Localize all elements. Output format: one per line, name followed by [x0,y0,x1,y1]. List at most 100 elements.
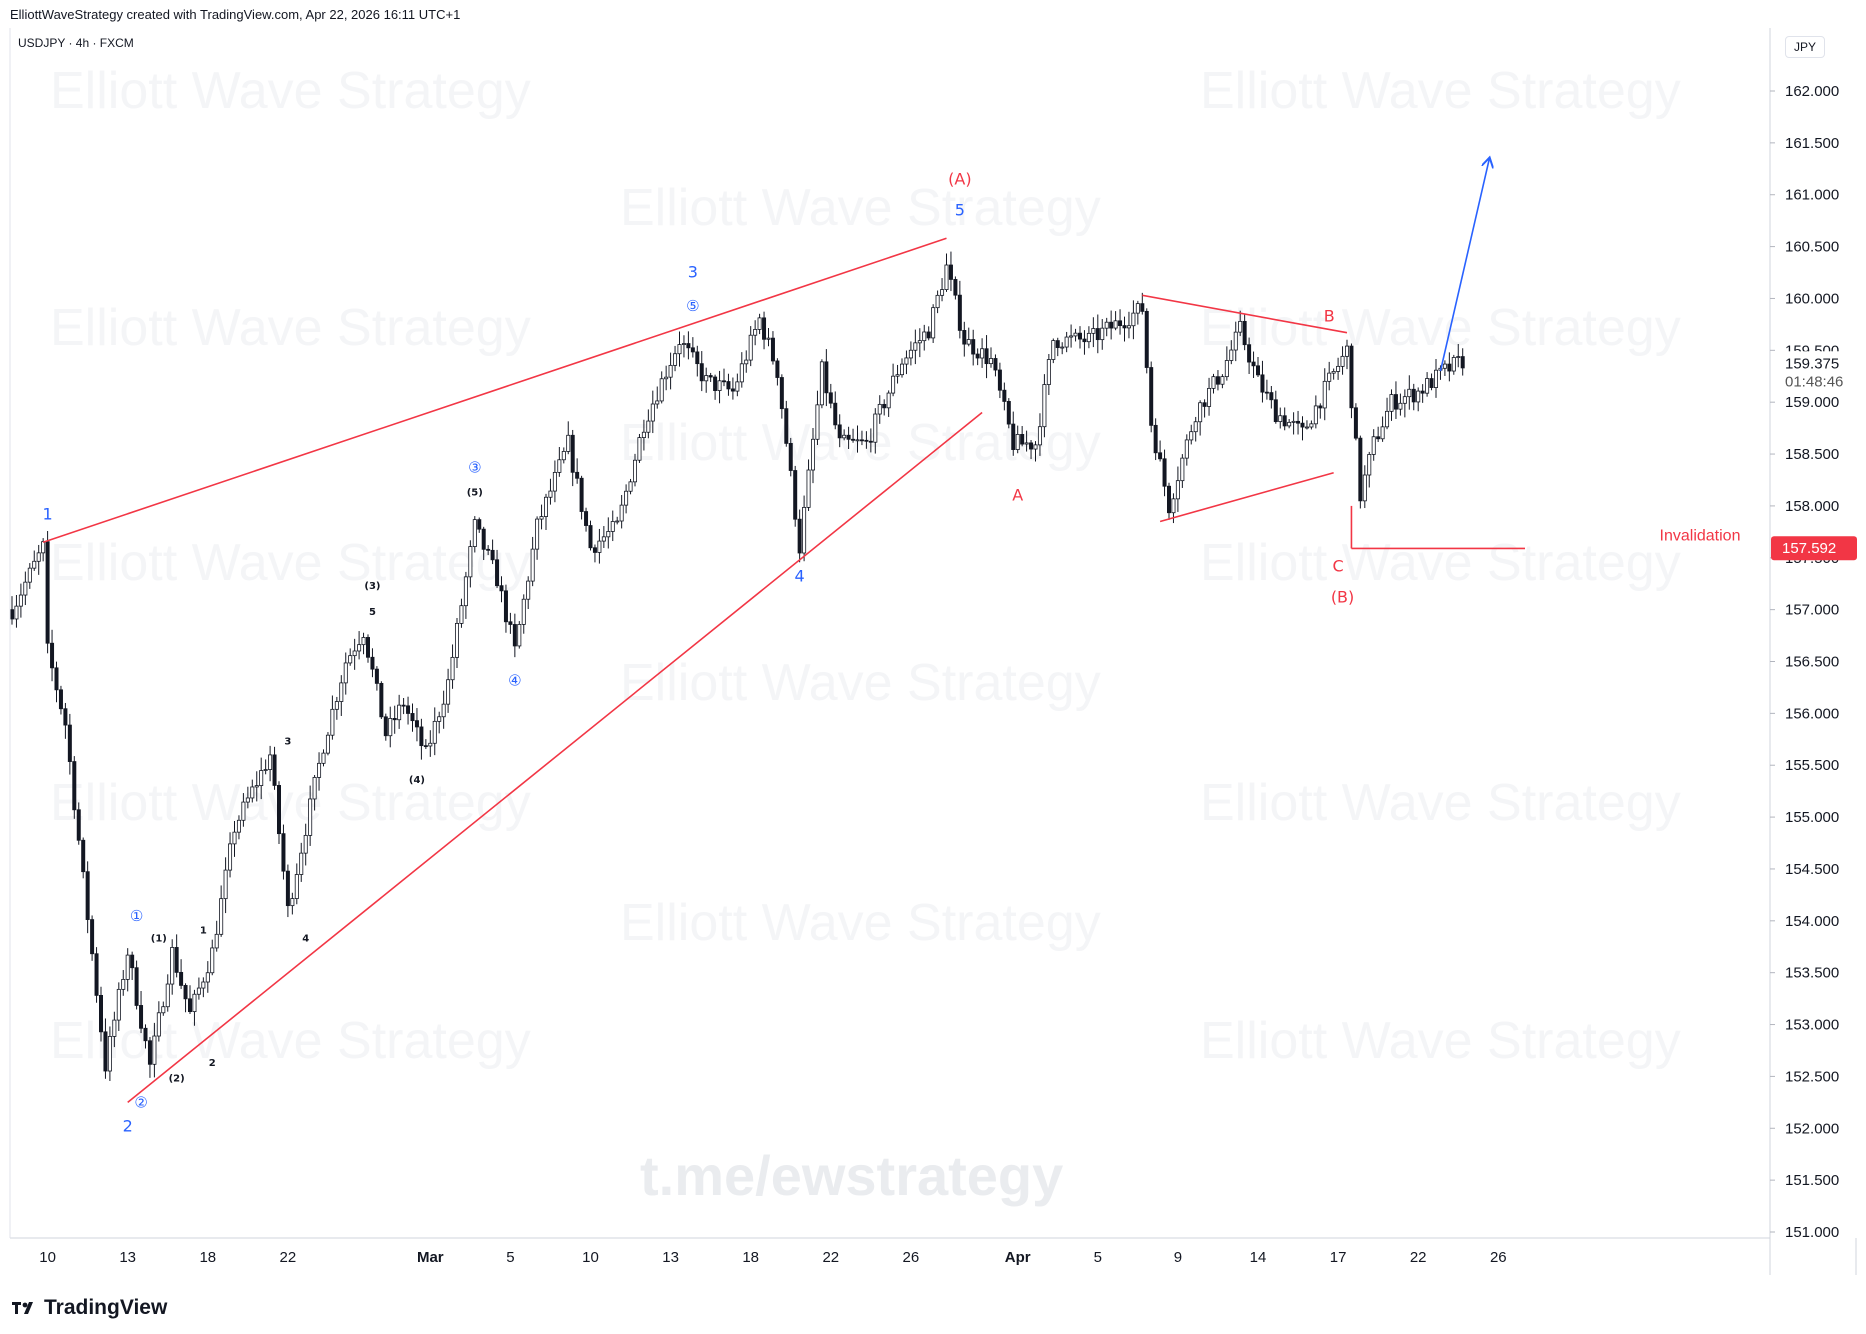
candle-body [495,559,500,587]
candle-body [753,329,758,336]
candle-body [1149,367,1154,426]
candle-body [196,987,201,995]
candle-body [1309,423,1314,428]
candle-body [499,585,504,592]
trendlines: Invalidation [42,158,1740,1103]
candle-body [441,703,446,718]
candle-body [584,511,589,526]
candle-body [811,438,816,471]
candle-body [365,637,370,658]
watermark-text: Elliott Wave Strategy [1200,534,1681,592]
candle-body [1260,374,1265,393]
currency-button[interactable]: JPY [1785,36,1826,58]
candle-body [1193,421,1198,433]
candle-body [1447,363,1452,372]
candle-body [54,667,59,691]
watermark-text: Elliott Wave Strategy [1200,299,1681,357]
candle-body [882,403,887,409]
last-price-label: 159.375 [1785,355,1839,372]
candle-body [1073,332,1078,337]
candle-body [85,871,90,920]
candle-body [579,477,584,512]
y-tick-label: 161.500 [1785,135,1839,152]
candle-body [223,869,228,900]
x-tick-label: 18 [742,1249,759,1266]
candle-body [392,718,397,721]
candle-body [76,809,81,841]
candle-body [205,972,210,983]
y-tick-label: 160.000 [1785,290,1839,307]
candle-body [1082,338,1087,343]
x-tick-label: 14 [1250,1249,1267,1266]
candle-body [1158,452,1163,460]
candle-body [170,947,175,985]
candle-body [526,580,531,600]
wave-label: 1 [43,504,53,523]
candle-body [1198,402,1203,423]
candle-body [134,967,139,1006]
candle-body [472,519,477,547]
candle-body [779,377,784,410]
candle-body [1122,325,1127,329]
candle-body [503,590,508,623]
wave-label: ① [130,907,143,925]
candle-body [281,833,286,872]
candle-body [637,437,642,461]
y-tick-label: 161.000 [1785,187,1839,204]
candle-body [619,504,624,522]
candle-body [1296,420,1301,424]
x-tick-label: 5 [1094,1249,1102,1266]
wave-label: ③ [468,459,481,477]
candle-body [1385,410,1390,428]
candle-body [1393,394,1398,410]
watermark-text: Elliott Wave Strategy [1200,1012,1681,1070]
candle-body [552,471,557,492]
candle-body [254,785,259,788]
watermark-text: Elliott Wave Strategy [50,534,531,592]
candle-body [370,656,375,670]
candle-body [1086,332,1091,343]
candle-body [1287,421,1292,427]
candle-body [512,624,517,647]
candle-body [294,874,299,899]
candle-body [1211,376,1216,389]
candle-body [615,520,620,523]
candle-body [1171,498,1176,514]
candle-body [23,581,28,596]
candle-body [1118,320,1123,326]
candle-body [646,420,651,433]
candle-body [1135,303,1140,314]
x-tick-label: 13 [119,1249,136,1266]
candle-body [962,330,967,345]
candle-body [904,357,909,365]
tradingview-logo[interactable]: TradingView [12,1296,167,1320]
candle-body [139,1005,144,1029]
candle-body [1202,402,1207,407]
candle-body [463,576,468,607]
candle-body [793,470,798,520]
candle-body [285,870,290,907]
symbol-legend[interactable]: USDJPY · 4h · FXCM [18,36,134,50]
candle-body [1353,407,1358,439]
candle-body [63,708,68,726]
candle-body [388,718,393,737]
candle-body [1006,401,1011,425]
x-tick-label: Mar [417,1249,444,1266]
candle-body [859,439,864,442]
candle-body [690,347,695,353]
x-tick-label: 17 [1330,1249,1347,1266]
watermark-text: Elliott Wave Strategy [620,654,1101,712]
candle-body [1100,327,1105,341]
candle-body [312,777,317,800]
candle-body [143,1027,148,1042]
candle-body [1184,439,1189,459]
candle-body [1425,378,1430,394]
candle-body [72,761,77,811]
candle-body [957,294,962,331]
candle-body [521,598,526,625]
candle-body [161,1006,166,1014]
candle-body [317,762,322,778]
candle-body [1402,396,1407,404]
